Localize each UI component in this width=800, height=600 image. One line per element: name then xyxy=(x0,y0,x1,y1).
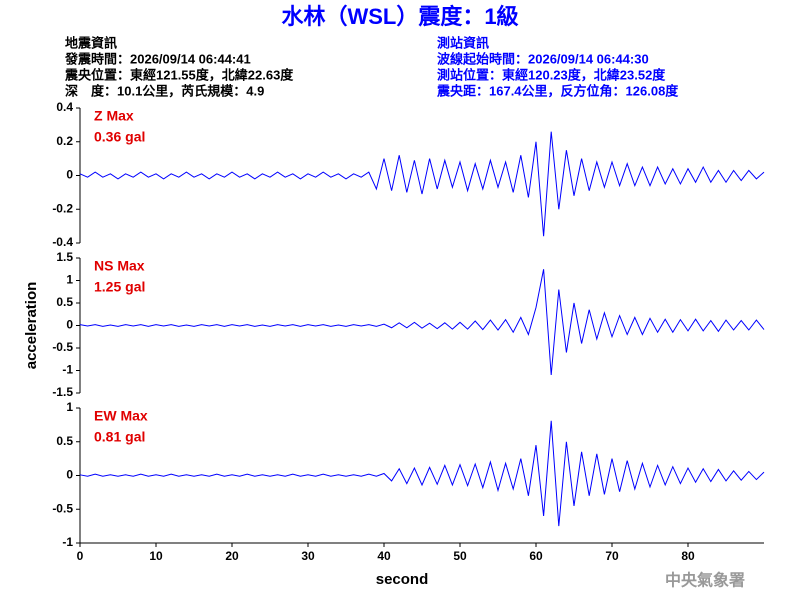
y-tick-label: 1.5 xyxy=(56,250,73,264)
station-info: 震央距：167.4公里，反方位角：126.08度 xyxy=(436,83,679,98)
x-tick-label: 60 xyxy=(529,549,543,563)
x-tick-label: 70 xyxy=(605,549,619,563)
y-tick-label: 0 xyxy=(66,318,73,332)
x-tick-label: 10 xyxy=(149,549,163,563)
page-title: 水林（WSL）震度：1級 xyxy=(281,4,518,29)
max-annotation: 1.25 gal xyxy=(94,279,145,295)
max-annotation: EW Max xyxy=(94,408,148,424)
x-tick-label: 50 xyxy=(453,549,467,563)
y-tick-label: 0.5 xyxy=(56,434,73,448)
station-info: 波線起始時間：2026/09/14 06:44:30 xyxy=(437,51,649,66)
x-tick-label: 20 xyxy=(225,549,239,563)
y-tick-label: -1 xyxy=(62,363,73,377)
y-tick-label: 0.5 xyxy=(56,295,73,309)
x-tick-label: 40 xyxy=(377,549,391,563)
max-annotation: 0.81 gal xyxy=(94,429,145,445)
station-info: 測站位置：東經120.23度，北緯23.52度 xyxy=(437,67,666,82)
y-tick-label: -0.5 xyxy=(52,501,73,515)
y-tick-label: -0.2 xyxy=(52,201,73,215)
max-annotation: 0.36 gal xyxy=(94,129,145,145)
y-tick-label: -0.4 xyxy=(52,235,73,249)
agency-mark: 中央氣象署 xyxy=(665,571,745,590)
quake-info: 震央位置：東經121.55度，北緯22.63度 xyxy=(64,67,294,82)
y-tick-label: 1 xyxy=(66,273,73,287)
waveform xyxy=(79,269,765,376)
y-tick-label: 1 xyxy=(66,400,73,414)
y-axis-label: acceleration xyxy=(23,282,40,370)
x-tick-label: 80 xyxy=(681,549,695,563)
quake-info: 地震資訊 xyxy=(65,35,117,50)
y-tick-label: -1.5 xyxy=(52,385,73,399)
x-tick-label: 30 xyxy=(301,549,315,563)
y-tick-label: -0.5 xyxy=(52,340,73,354)
quake-info: 深 度：10.1公里，芮氏規模：4.9 xyxy=(65,83,264,98)
x-tick-label: 0 xyxy=(77,549,84,563)
max-annotation: Z Max xyxy=(94,108,134,124)
waveform xyxy=(79,131,765,237)
waveform xyxy=(79,420,765,527)
max-annotation: NS Max xyxy=(94,258,145,274)
y-tick-label: 0.2 xyxy=(56,134,73,148)
y-tick-label: 0.4 xyxy=(56,100,73,114)
station-info: 測站資訊 xyxy=(437,35,489,50)
y-tick-label: -1 xyxy=(62,535,73,549)
x-axis-label: second xyxy=(376,571,429,588)
quake-info: 發震時間：2026/09/14 06:44:41 xyxy=(64,51,251,66)
y-tick-label: 0 xyxy=(66,468,73,482)
y-tick-label: 0 xyxy=(66,168,73,182)
